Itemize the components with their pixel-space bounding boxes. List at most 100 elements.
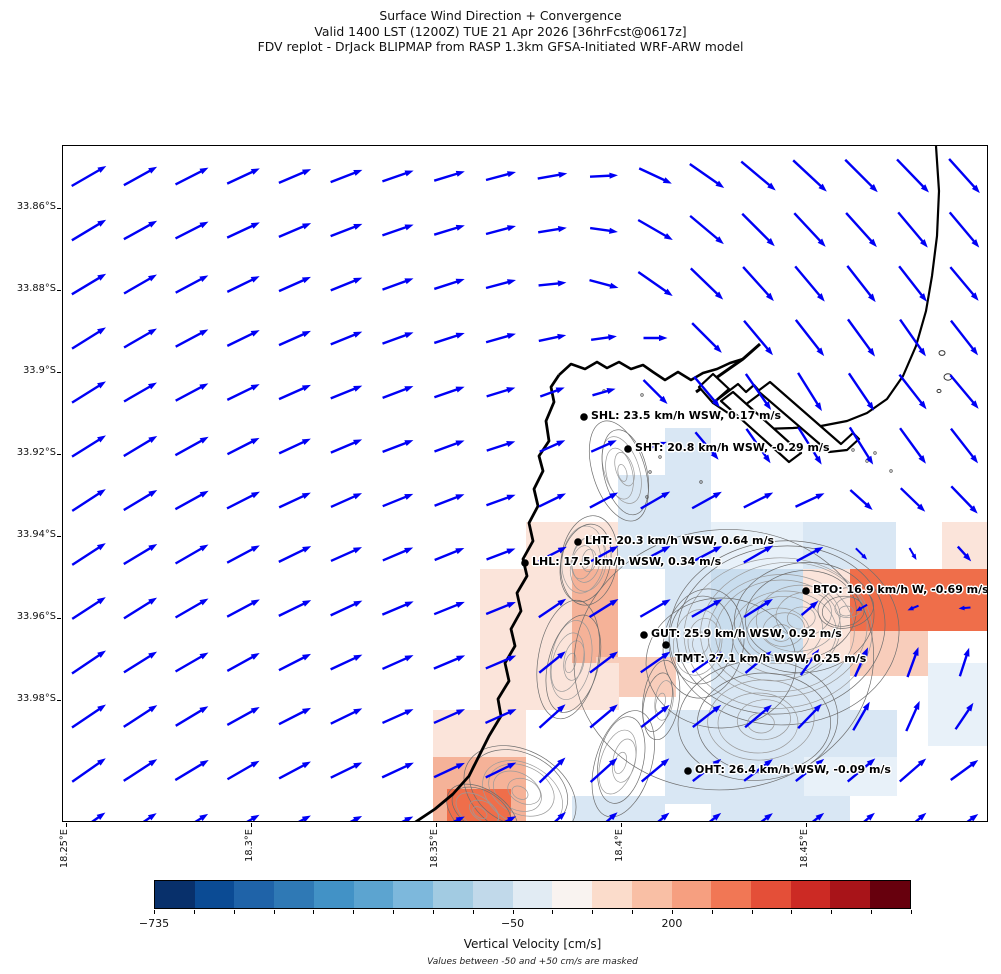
wind-arrow-shaft (91, 815, 101, 821)
terrain-contour (762, 612, 806, 647)
terrain-contour (601, 436, 642, 504)
wind-arrow-shaft (433, 710, 460, 725)
wind-arrow-shaft (174, 546, 203, 565)
station-dot-tmt (662, 641, 670, 649)
terrain-contour (707, 679, 815, 761)
wind-arrow-head (764, 492, 774, 500)
wind-arrow-head (250, 330, 260, 337)
colorbar-minor-tick (512, 910, 514, 914)
station-dot-sht (624, 445, 632, 453)
wind-arrow-head (607, 440, 617, 447)
wind-arrow-shaft (174, 493, 204, 511)
wind-arrow-head (966, 702, 974, 712)
wind-arrow-shaft (330, 710, 357, 725)
wind-arrow-head (506, 279, 516, 286)
wind-arrow-shaft (899, 762, 922, 783)
wind-arrow-head (97, 166, 107, 173)
wind-arrow-shaft (226, 493, 255, 510)
wind-arrow-head (557, 757, 566, 766)
wind-arrow-shaft (589, 761, 613, 783)
wind-arrow-head (920, 184, 929, 193)
wind-arrow-shaft (691, 494, 717, 510)
terrain-contour (677, 659, 839, 781)
wind-arrow-head (815, 493, 825, 500)
wind-arrow-shaft (640, 493, 665, 510)
colorbar-segment (592, 881, 632, 908)
y-tick-label: 33.86°S (16, 201, 56, 212)
wind-arrow-head (763, 704, 772, 713)
wind-arrow-head (766, 238, 775, 247)
wind-arrow-shaft (689, 267, 719, 296)
wind-arrow-shaft (484, 710, 511, 725)
wind-arrow-shaft (898, 265, 924, 297)
wind-arrow-shaft (691, 322, 718, 349)
wind-arrow-shaft (330, 602, 357, 617)
wind-arrow-shaft (485, 226, 510, 236)
wind-arrow-head (958, 605, 965, 611)
wind-arrow-shaft (485, 172, 510, 182)
rock-dot (873, 451, 877, 455)
wind-arrow-shaft (330, 171, 357, 184)
wind-arrow-head (765, 292, 774, 302)
wind-arrow-shaft (605, 815, 614, 821)
wind-arrow-head (199, 813, 209, 821)
wind-arrow-shaft (948, 158, 977, 189)
wind-arrow-head (301, 492, 311, 500)
wind-arrow-head (506, 602, 516, 609)
colorbar-segment (830, 881, 871, 908)
wind-arrow-head (907, 605, 914, 611)
terrain-contour (573, 529, 875, 791)
wind-arrow-shaft (639, 548, 665, 564)
wind-arrow-shaft (381, 656, 408, 671)
wind-arrow-shaft (741, 212, 771, 243)
terrain-contour (736, 699, 791, 741)
wind-arrow-shaft (589, 708, 614, 729)
wind-arrow-shaft (740, 160, 772, 187)
wind-arrow-shaft (142, 816, 152, 821)
wind-arrow-shaft (71, 491, 101, 512)
terrain-contour (559, 523, 612, 603)
wind-arrow-shaft (689, 162, 720, 186)
x-tick-label: 18.35°E (429, 829, 440, 869)
wind-arrow-shaft (795, 762, 820, 783)
wind-arrow-head (148, 220, 158, 228)
wind-arrow-shaft (537, 548, 562, 563)
wind-arrow-shaft (950, 763, 974, 781)
wind-arrow-head (97, 219, 107, 227)
title-line-2: Valid 1400 LST (1200Z) TUE 21 Apr 2026 [… (314, 23, 687, 39)
wind-arrow-shaft (381, 764, 409, 779)
terrain-contour (617, 464, 628, 482)
wind-arrow-shaft (898, 373, 924, 405)
terrain-contour (598, 729, 637, 795)
wind-arrow-shaft (278, 332, 306, 347)
wind-arrow-shaft (278, 440, 306, 455)
wind-arrow-head (609, 492, 619, 500)
rock-dot (648, 470, 652, 474)
wind-arrow-head (507, 816, 517, 821)
wind-arrow-head (148, 759, 158, 767)
wind-arrow-shaft (485, 764, 511, 779)
wind-arrow-head (764, 545, 774, 553)
wind-arrow-head (250, 276, 260, 283)
colorbar-segment (552, 881, 593, 908)
terrain-contour (511, 785, 529, 800)
wind-arrow-shaft (844, 158, 874, 189)
colorbar-segment (393, 881, 434, 908)
terrain-contour (472, 806, 488, 820)
wind-arrow-head (455, 494, 465, 501)
wind-arrow-head (404, 493, 414, 500)
wind-arrow-shaft (743, 494, 768, 509)
wind-arrow-shaft (845, 212, 874, 243)
wind-arrow-shaft (640, 762, 665, 783)
wind-arrow-head (712, 758, 722, 767)
wind-arrow-shaft (948, 211, 976, 244)
wind-arrow-head (917, 812, 927, 821)
wind-arrow-head (353, 331, 363, 338)
colorbar-segment (234, 881, 275, 908)
wind-arrow-shaft (906, 653, 918, 678)
wind-arrow-head (869, 184, 878, 193)
station-label-lht: LHT: 20.3 km/h WSW, 0.64 m/s (585, 534, 775, 547)
wind-arrow-shaft (486, 388, 510, 398)
wind-arrow-head (506, 494, 516, 501)
wind-arrow-shaft (382, 333, 408, 345)
